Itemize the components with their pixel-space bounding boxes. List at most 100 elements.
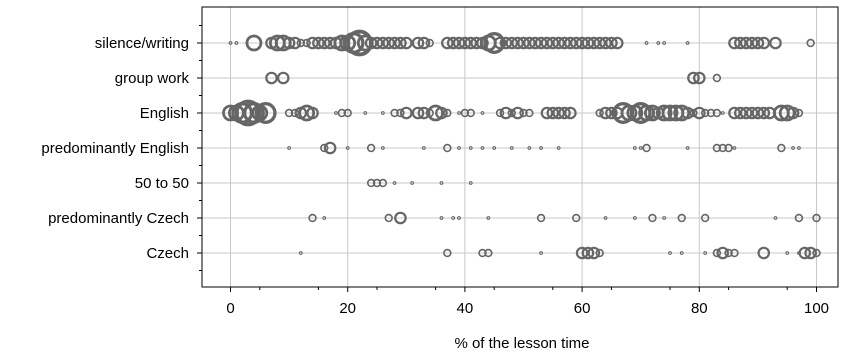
y-tick-label: English <box>140 105 189 122</box>
bubble-point <box>443 248 452 258</box>
bubble-point <box>446 36 460 50</box>
x-tick-label-0: 0 <box>226 300 234 317</box>
bubble-point <box>439 181 444 185</box>
bubble-layer <box>222 29 821 260</box>
y-tick-label: silence/writing <box>95 35 189 52</box>
bubble-point <box>798 246 812 260</box>
bubble-point <box>399 106 413 120</box>
bubble-point <box>334 111 338 115</box>
x-tick-label-60: 60 <box>574 300 591 317</box>
bubble-point <box>495 108 505 118</box>
bubble-point <box>523 36 536 50</box>
bubble-point <box>539 251 543 255</box>
bubble-point <box>322 216 327 220</box>
bubble-point <box>786 106 800 120</box>
bubble-point <box>443 143 452 153</box>
bubble-point <box>595 248 604 258</box>
bubble-point <box>703 251 708 255</box>
bubble-point <box>364 36 378 50</box>
bubble-point <box>411 106 425 120</box>
bubble-point <box>777 143 786 153</box>
bubble-point <box>282 36 296 50</box>
bubble-point <box>492 146 497 150</box>
bubble-point <box>284 108 294 118</box>
bubble-point <box>794 213 804 223</box>
bubble-point <box>728 36 741 50</box>
bubble-point <box>632 146 637 150</box>
bubble-point <box>558 106 571 120</box>
bubble-point <box>620 104 638 122</box>
bubble-point <box>388 36 401 50</box>
bubble-point <box>499 36 513 50</box>
bubble-point <box>751 106 765 120</box>
bubble-point <box>234 99 262 127</box>
bubble-point <box>546 36 560 50</box>
bubble-point <box>564 36 577 50</box>
bubble-point <box>366 178 376 188</box>
bubble-point <box>730 248 739 258</box>
bubble-point <box>716 246 730 260</box>
bubble-point <box>323 141 337 155</box>
bubble-point <box>575 36 589 50</box>
bubble-point <box>380 146 385 150</box>
x-tick-label-20: 20 <box>339 300 356 317</box>
bubble-point <box>392 181 397 185</box>
bubble-point <box>739 36 753 50</box>
bubble-point <box>296 38 306 48</box>
bubble-point <box>712 73 722 83</box>
x-tick-label-40: 40 <box>457 300 474 317</box>
bubble-point <box>692 106 706 120</box>
bubble-point <box>685 146 690 150</box>
bubble-point <box>302 38 311 48</box>
bubble-point <box>483 32 506 54</box>
bubble-point <box>345 146 350 150</box>
bubble-point <box>785 251 790 255</box>
bubble-point <box>712 108 722 118</box>
bubble-point <box>499 106 513 120</box>
bubble-point <box>706 108 716 118</box>
bubble-point <box>511 36 524 50</box>
bubble-point <box>734 36 747 50</box>
bubble-point <box>797 146 801 150</box>
bubble-point <box>728 106 741 120</box>
bubble-point <box>692 71 706 85</box>
bubble-point <box>745 106 759 120</box>
bubble-point <box>457 216 461 220</box>
bubble-point <box>411 36 425 50</box>
bubble-point <box>734 106 747 120</box>
bubble-point <box>370 36 384 50</box>
bubble-point <box>343 108 352 118</box>
bubble-point <box>276 71 290 85</box>
bubble-point <box>689 108 698 118</box>
bubble-point <box>539 146 543 150</box>
bubble-point <box>724 143 733 153</box>
bubble-point <box>673 104 691 122</box>
bubble-point <box>668 251 672 255</box>
bubble-point <box>417 36 431 50</box>
bubble-point <box>632 216 637 220</box>
bubble-point <box>366 143 376 153</box>
bubble-point <box>288 36 302 50</box>
bubble-point <box>610 36 624 50</box>
bubble-point <box>605 106 618 120</box>
bubble-point <box>380 111 385 115</box>
y-tick-label: group work <box>115 70 190 87</box>
bubble-point <box>384 213 393 223</box>
bubble-point <box>298 104 316 122</box>
bubble-point <box>435 106 448 120</box>
bubble-point <box>644 104 661 122</box>
bubble-point <box>677 213 686 223</box>
bubble-point <box>457 146 461 150</box>
bubble-point <box>587 36 601 50</box>
bubble-point <box>572 213 581 223</box>
bubble-point <box>317 36 331 50</box>
bubble-point <box>493 36 507 50</box>
bubble-point <box>287 146 292 150</box>
bubble-point <box>662 216 667 220</box>
bubble-point <box>638 146 643 150</box>
bubble-point <box>724 248 733 258</box>
bubble-point <box>468 181 473 185</box>
bubble-point <box>480 146 485 150</box>
bubble-point <box>546 106 560 120</box>
bubble-point <box>757 106 771 120</box>
